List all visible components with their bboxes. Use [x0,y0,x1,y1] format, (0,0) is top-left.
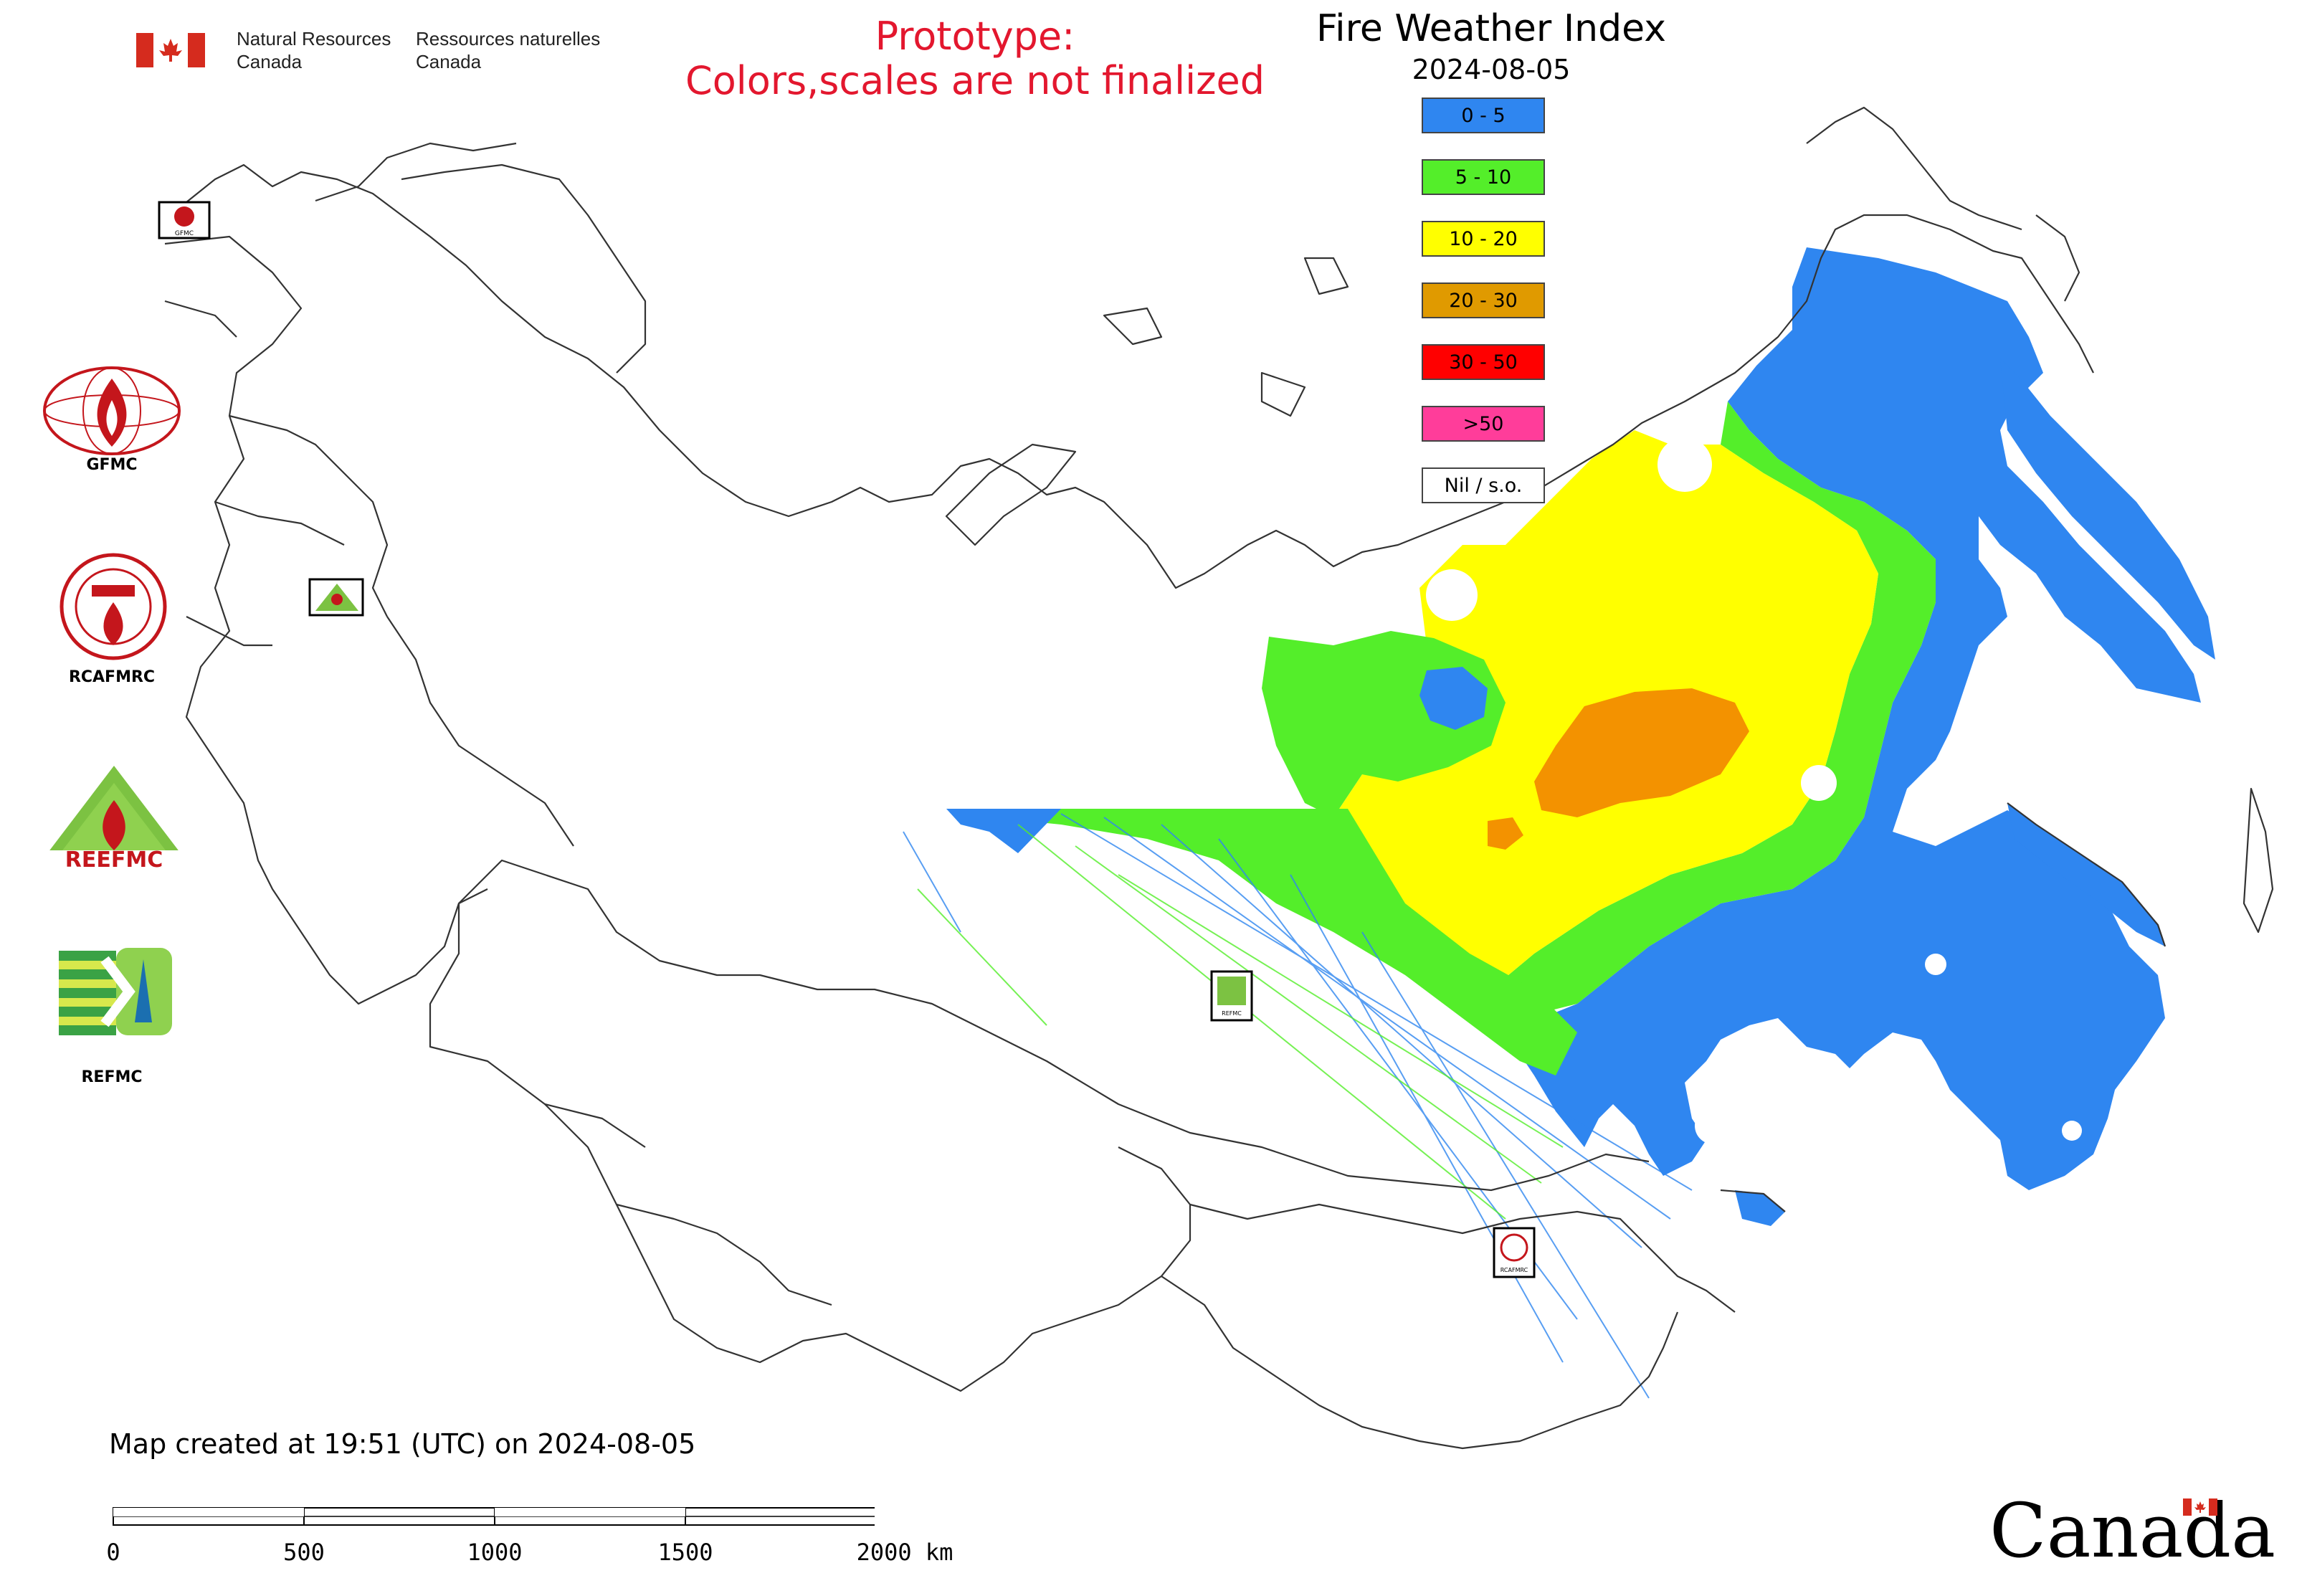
canada-flag-icon [136,33,205,67]
svg-text:GFMC: GFMC [175,230,194,237]
legend-item-0-5: 0 - 5 [1422,98,1545,133]
scale-label-1000: 1000 [467,1539,523,1566]
legend-label: 20 - 30 [1449,289,1518,312]
map-marker-refmc[interactable]: REFMC [1210,970,1253,1022]
legend-item-20-30: 20 - 30 [1422,282,1545,318]
legend-label: 10 - 20 [1449,227,1518,250]
fwi-class-0-5-west [1419,667,1488,730]
map-marker-gfmc[interactable]: GFMC [158,201,211,239]
scale-label-0: 0 [106,1539,120,1566]
fwi-coverage [903,247,2215,1399]
gfmc-logo [43,366,181,455]
map-marker-reefmc[interactable] [308,578,364,617]
fwi-kamchatka [2000,358,2215,660]
nil-hole [2062,1121,2082,1141]
agency-name-en: Natural Resources Canada [237,28,391,72]
reefmc-logo-text: REEFMC [65,847,163,872]
scale-label-2000: 2000 km [856,1539,953,1566]
map-title: Fire Weather Index [1316,7,1666,50]
svg-text:REFMC: REFMC [1222,1010,1242,1017]
legend-item-30-50: 30 - 50 [1422,344,1545,380]
fwi-class-20-30 [1534,688,1749,817]
reefmc-logo: REEFMC [39,766,189,872]
legend-item-50-plus: >50 [1422,406,1545,442]
scale-label-1500: 1500 [657,1539,713,1566]
nil-hole [1426,569,1478,621]
fwi-class-0-5-south [946,809,1061,853]
prototype-line-1: Prototype: [875,14,1075,59]
rcafmrc-logo [60,553,167,660]
wordmark-flag-icon [2183,1498,2217,1516]
refmc-label: REFMC [81,1068,143,1086]
scale-bar [113,1507,875,1526]
legend-label: 5 - 10 [1455,166,1512,189]
legend-label: Nil / s.o. [1444,474,1523,497]
fwi-class-0-5 [1506,247,2201,1190]
agency-name-fr: Ressources naturelles Canada [416,28,601,72]
map-date: 2024-08-05 [1412,54,1571,85]
legend-label: 30 - 50 [1449,351,1518,374]
nil-hole [1695,1107,1732,1144]
legend-label: >50 [1462,412,1504,435]
nil-hole [1925,954,1946,975]
legend-item-5-10: 5 - 10 [1422,159,1545,195]
nil-hole [1657,437,1712,492]
svg-text:RCAFMRC: RCAFMRC [1500,1267,1528,1273]
country-boundaries [164,106,2274,1450]
legend-item-10-20: 10 - 20 [1422,221,1545,257]
fwi-class-5-10-south [946,809,1577,1075]
gfmc-label: GFMC [86,456,138,474]
prototype-line-2: Colors,scales are not finalized [685,58,1265,103]
refmc-logo [59,945,173,1038]
fwi-island [1735,1190,1785,1226]
rcafmrc-label: RCAFMRC [68,668,156,686]
map-created-timestamp: Map created at 19:51 (UTC) on 2024-08-05 [109,1428,696,1460]
fwi-sakhalin [2007,803,2165,946]
fwi-class-20-30-small [1488,817,1523,850]
canada-wordmark: Canada [1989,1487,2276,1574]
legend-label: 0 - 5 [1461,104,1506,127]
map-marker-rcafmrc[interactable]: RCAFMRC [1493,1227,1536,1278]
prototype-notice: Prototype: Colors,scales are not finaliz… [617,14,1333,103]
legend-item-nil: Nil / s.o. [1422,467,1545,503]
fwi-class-5-10 [1491,402,1936,1018]
nil-hole [1801,765,1837,801]
scale-label-500: 500 [283,1539,325,1566]
